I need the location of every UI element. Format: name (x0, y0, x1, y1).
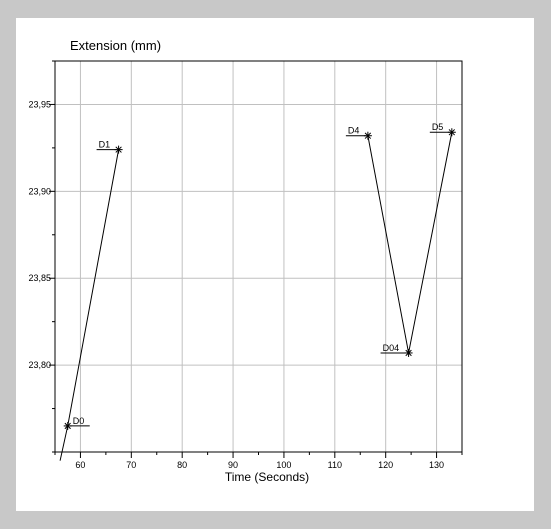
point-label: D1 (99, 140, 111, 150)
data-point-d5: D5 (429, 122, 456, 137)
point-label: D04 (383, 343, 400, 353)
x-tick-label: 130 (429, 460, 444, 470)
data-point-d04: D04 (380, 343, 413, 357)
y-tick-label: 23,80 (28, 360, 51, 370)
point-label: D0 (73, 416, 85, 426)
series-line (59, 149, 120, 461)
data-point-d1: D1 (96, 140, 123, 154)
star-marker-stroke (64, 422, 71, 430)
y-axis-title: Extension (mm) (70, 38, 161, 53)
point-label: D4 (348, 126, 360, 136)
extension-time-chart: 60 70 80 90 100 110 120 130 23,80 23,85 23,90 23,95… (28, 38, 463, 484)
series-line (367, 132, 453, 354)
data-point-d4: D4 (345, 126, 372, 140)
x-tick-label: 100 (276, 460, 291, 470)
star-marker-stroke (115, 146, 122, 153)
x-tick-label: 70 (126, 460, 136, 470)
star-marker-stroke (364, 132, 372, 139)
y-tick-label: 23,95 (28, 99, 51, 109)
x-tick-label: 80 (177, 460, 187, 470)
x-tick-label: 90 (228, 460, 238, 470)
star-marker-stroke (405, 349, 412, 357)
x-tick-label: 60 (75, 460, 85, 470)
axes (54, 60, 463, 453)
grid-lines (55, 61, 462, 452)
chart-panel: 60 70 80 90 100 110 120 130 23,80 23,85 23,90 23,95… (16, 18, 534, 511)
star-marker-stroke (448, 129, 456, 136)
data-point-d0: D0 (63, 416, 90, 430)
ticks: 60 70 80 90 100 110 120 130 23,80 23,85 23,90 23,95 (28, 60, 463, 470)
x-axis-title: Time (Seconds) (225, 470, 309, 484)
series (59, 132, 453, 461)
plot-frame (54, 60, 463, 453)
y-tick-label: 23,85 (28, 273, 51, 283)
markers: D0 D1 D4 D04 D5 (63, 122, 456, 430)
x-tick-label: 120 (378, 460, 393, 470)
point-label: D5 (432, 122, 444, 132)
x-tick-label: 110 (328, 460, 342, 470)
y-tick-label: 23,90 (28, 186, 51, 196)
